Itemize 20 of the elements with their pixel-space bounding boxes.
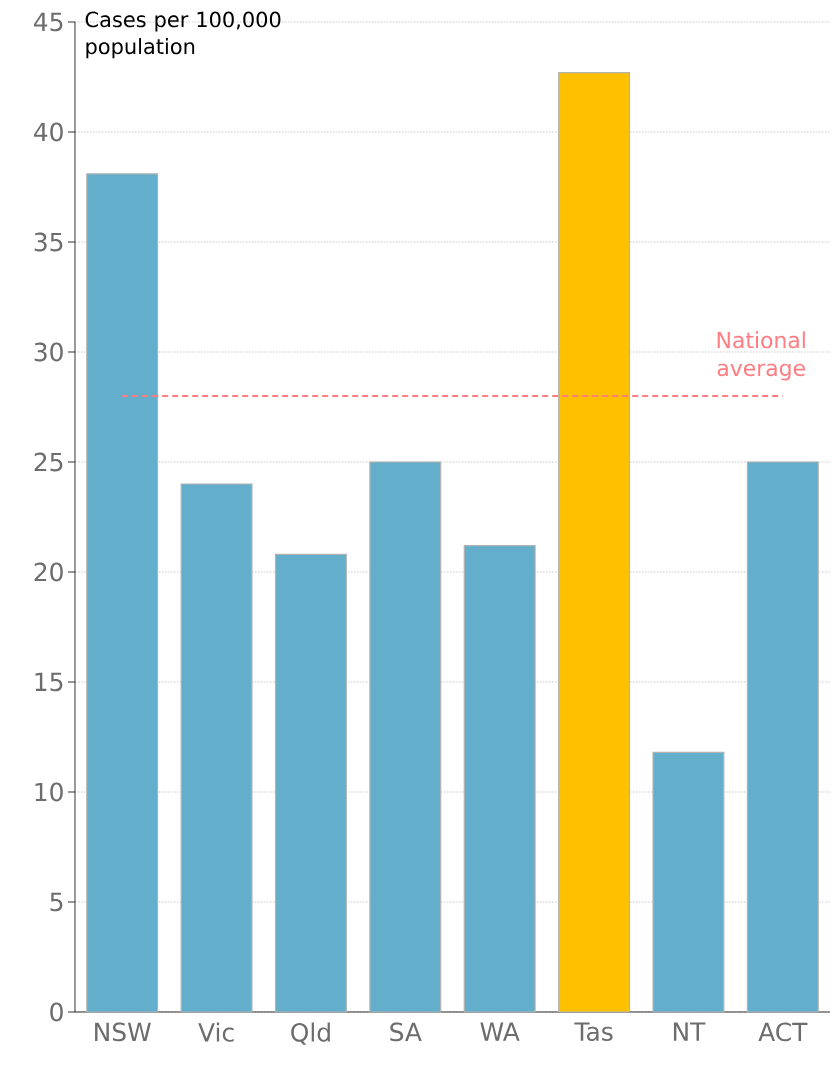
x-tick-label: Vic — [198, 1022, 234, 1042]
y-tick-label: 5 — [50, 892, 63, 912]
ref-line-label: National average — [717, 331, 805, 381]
y-tick-label: 40 — [34, 122, 63, 142]
x-tick-label: Qld — [291, 1022, 330, 1045]
y-axis-title: Cases per 100,000 population — [85, 11, 281, 59]
y-tick-label: 30 — [34, 342, 63, 362]
x-tick-label: ACT — [758, 1022, 808, 1042]
x-tick-label: NSW — [95, 1022, 151, 1042]
y-tick-label: 45 — [34, 12, 63, 32]
y-tick-label: 20 — [34, 562, 63, 582]
y-tick-label: 0 — [50, 1002, 63, 1022]
y-tick-label: 10 — [35, 782, 63, 802]
x-tick-label: Tas — [574, 1022, 613, 1042]
x-tick-label: NT — [673, 1022, 706, 1041]
x-tick-label: SA — [390, 1022, 422, 1042]
y-tick-label: 25 — [34, 452, 63, 472]
y-tick-label: 35 — [34, 232, 63, 252]
x-tick-label: WA — [480, 1022, 520, 1041]
y-tick-label: 15 — [35, 672, 63, 692]
